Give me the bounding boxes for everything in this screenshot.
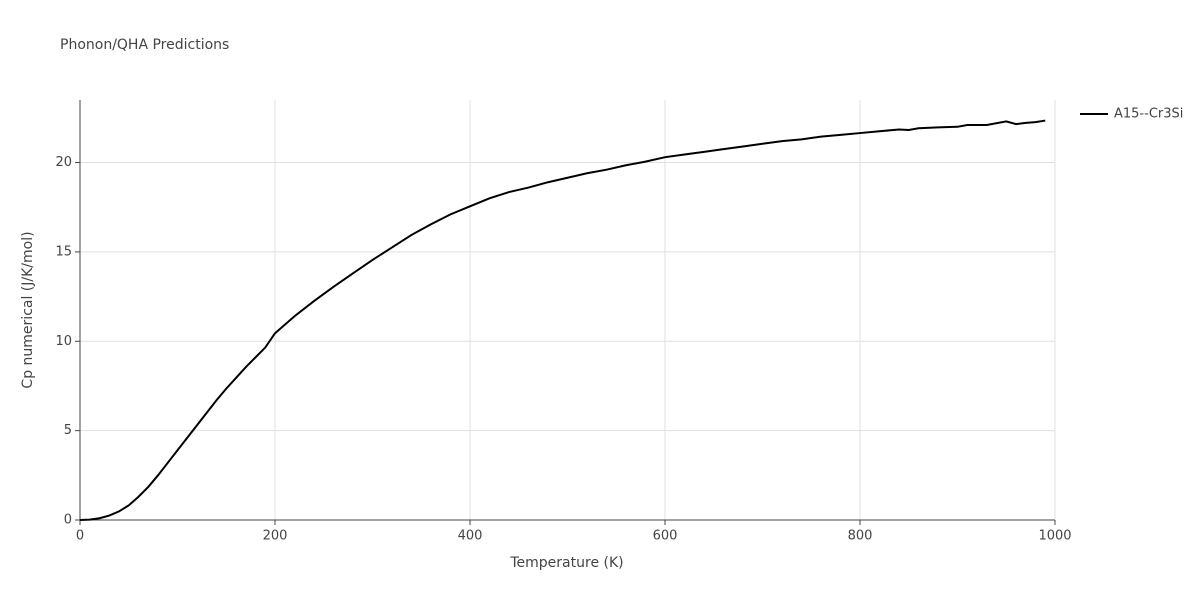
line-series [79, 119, 1046, 521]
x-tick-label: 0 [76, 529, 84, 544]
y-tick-label: 20 [55, 155, 72, 170]
y-tick-label: 15 [55, 244, 72, 259]
x-tick-label: 200 [263, 529, 288, 544]
x-tick-label: 400 [458, 529, 483, 544]
legend-label: A15--Cr3Si [1114, 107, 1183, 122]
x-tick-label: 800 [848, 529, 873, 544]
x-axis-label: Temperature (K) [509, 555, 623, 571]
y-tick-label: 10 [55, 334, 72, 349]
chart-title: Phonon/QHA Predictions [60, 37, 229, 53]
x-tick-label: 600 [653, 529, 678, 544]
x-tick-label: 1000 [1038, 529, 1071, 544]
y-tick-label: 5 [64, 423, 72, 438]
y-tick-label: 0 [64, 513, 72, 528]
y-axis-label: Cp numerical (J/K/mol) [20, 231, 36, 388]
